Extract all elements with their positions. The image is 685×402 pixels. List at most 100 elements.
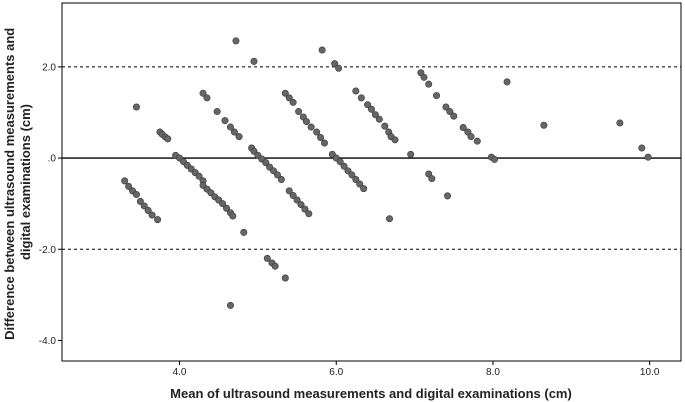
data-point <box>219 200 227 208</box>
data-point <box>223 204 231 212</box>
data-point <box>132 191 140 199</box>
data-point <box>352 175 360 183</box>
data-point <box>230 128 238 136</box>
data-point <box>144 207 152 215</box>
data-point <box>121 177 129 185</box>
data-point <box>616 119 624 127</box>
data-point <box>318 46 326 54</box>
data-point <box>199 89 207 97</box>
data-point <box>221 117 229 125</box>
data-point <box>213 108 221 116</box>
data-point <box>446 108 454 116</box>
data-point <box>503 78 511 86</box>
x-tick-label: 4.0 <box>173 367 187 378</box>
data-point <box>136 197 144 205</box>
y-tick-label: 2.0 <box>42 62 56 73</box>
x-tick-label: 8.0 <box>486 367 500 378</box>
x-axis-ticks: 4.0 6.0 8.0 10.0 <box>173 361 660 378</box>
data-point <box>297 201 305 209</box>
data-point <box>356 180 364 188</box>
data-point <box>229 212 237 220</box>
data-point <box>235 133 243 141</box>
data-point <box>375 115 383 123</box>
y-axis-title: Difference between ultrasound measuremen… <box>2 24 33 340</box>
data-point <box>638 144 646 152</box>
data-point <box>285 94 293 102</box>
data-point <box>273 171 281 179</box>
data-point <box>317 134 325 142</box>
data-point <box>302 118 310 126</box>
data-point <box>540 121 548 129</box>
y-tick-label: .0 <box>48 154 57 165</box>
data-point <box>360 185 368 193</box>
data-point <box>307 123 315 131</box>
data-point <box>250 57 258 65</box>
data-point <box>301 205 309 213</box>
y-axis-ticks: 2.0 .0 -2.0 -4.0 <box>39 62 62 347</box>
data-point <box>271 262 279 270</box>
data-point <box>203 94 211 102</box>
data-point <box>407 150 415 158</box>
data-point <box>295 108 303 116</box>
data-point <box>444 192 452 200</box>
data-point <box>433 92 441 100</box>
plot-frame <box>61 2 682 362</box>
data-point <box>644 153 652 161</box>
data-point <box>154 216 162 224</box>
data-point <box>459 124 467 132</box>
data-point <box>348 171 356 179</box>
data-point <box>293 196 301 204</box>
data-point <box>289 191 297 199</box>
data-point <box>289 98 297 106</box>
x-tick-label: 6.0 <box>329 367 343 378</box>
data-point <box>491 155 499 163</box>
data-point <box>450 112 458 120</box>
data-point <box>277 175 285 183</box>
y-tick-label: -2.0 <box>39 245 57 256</box>
data-point <box>371 111 379 119</box>
data-point <box>467 133 475 141</box>
data-point <box>195 172 203 180</box>
data-point <box>281 89 289 97</box>
x-axis-title: Mean of ultrasound measurements and digi… <box>170 386 572 401</box>
data-point <box>335 64 343 72</box>
data-points <box>121 37 652 309</box>
data-point <box>352 87 360 95</box>
data-point <box>391 136 399 144</box>
data-point <box>148 211 156 219</box>
data-point <box>336 158 344 166</box>
data-point <box>140 202 148 210</box>
data-point <box>226 123 234 131</box>
data-point <box>442 103 450 111</box>
y-axis-title-line-2: digital examinations (cm) <box>18 104 33 260</box>
data-point <box>240 228 248 236</box>
y-tick-label: -4.0 <box>39 336 57 347</box>
data-point <box>263 254 271 262</box>
data-point <box>381 122 389 130</box>
data-point <box>367 105 375 113</box>
data-point <box>340 162 348 170</box>
data-point <box>425 80 433 88</box>
data-point <box>132 103 140 111</box>
data-point <box>331 60 339 68</box>
data-point <box>420 73 428 81</box>
x-tick-label: 10.0 <box>640 367 660 378</box>
data-point <box>428 175 436 183</box>
data-point <box>125 182 133 190</box>
y-axis-title-line-1: Difference between ultrasound measuremen… <box>2 28 17 340</box>
data-point <box>226 301 234 309</box>
reference-lines <box>62 66 681 250</box>
data-point <box>357 94 365 102</box>
data-point <box>232 37 240 45</box>
data-point <box>281 274 289 282</box>
data-point <box>320 139 328 147</box>
data-point <box>313 128 321 136</box>
data-point <box>386 215 394 223</box>
data-point <box>164 135 172 143</box>
data-point <box>262 159 270 167</box>
data-point <box>473 137 481 145</box>
data-point <box>364 101 372 109</box>
data-point <box>285 187 293 195</box>
data-point <box>305 210 313 218</box>
